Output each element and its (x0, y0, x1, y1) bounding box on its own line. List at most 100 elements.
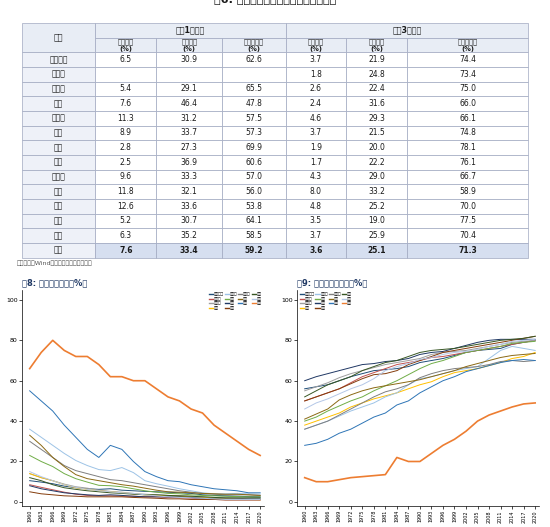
FancyBboxPatch shape (21, 125, 96, 140)
FancyBboxPatch shape (285, 184, 346, 199)
FancyBboxPatch shape (346, 52, 407, 67)
Text: 英国: 英国 (54, 158, 63, 167)
FancyBboxPatch shape (407, 228, 529, 243)
Text: 29.3: 29.3 (368, 114, 385, 123)
FancyBboxPatch shape (222, 140, 285, 155)
Text: 3.7: 3.7 (310, 129, 322, 138)
FancyBboxPatch shape (21, 184, 96, 199)
FancyBboxPatch shape (222, 243, 285, 258)
Text: 工业占比
(%): 工业占比 (%) (181, 38, 197, 52)
Text: 24.8: 24.8 (368, 70, 385, 79)
Text: 73.4: 73.4 (459, 70, 476, 79)
FancyBboxPatch shape (222, 96, 285, 111)
Text: 33.2: 33.2 (368, 187, 385, 196)
FancyBboxPatch shape (285, 125, 346, 140)
Text: 30.9: 30.9 (181, 55, 197, 64)
FancyBboxPatch shape (21, 96, 96, 111)
Text: 瑞典: 瑞典 (54, 231, 63, 240)
Text: 33.7: 33.7 (181, 129, 197, 138)
Text: 农业占比
(%): 农业占比 (%) (308, 38, 324, 52)
Text: 6.5: 6.5 (120, 55, 132, 64)
Text: 64.1: 64.1 (245, 217, 262, 226)
FancyBboxPatch shape (407, 37, 529, 52)
Text: 5.2: 5.2 (120, 217, 132, 226)
Text: 日本: 日本 (54, 187, 63, 196)
Text: 32.1: 32.1 (181, 187, 197, 196)
FancyBboxPatch shape (222, 184, 285, 199)
FancyBboxPatch shape (285, 140, 346, 155)
Text: 70.0: 70.0 (459, 202, 476, 211)
Text: 3.7: 3.7 (310, 231, 322, 240)
FancyBboxPatch shape (96, 125, 156, 140)
FancyBboxPatch shape (222, 67, 285, 82)
FancyBboxPatch shape (96, 228, 156, 243)
FancyBboxPatch shape (156, 199, 222, 213)
Text: 4.3: 4.3 (310, 172, 322, 181)
FancyBboxPatch shape (407, 96, 529, 111)
Text: 19.0: 19.0 (368, 217, 385, 226)
FancyBboxPatch shape (285, 37, 346, 52)
Text: 8.9: 8.9 (120, 129, 132, 138)
FancyBboxPatch shape (346, 243, 407, 258)
Text: 59.2: 59.2 (245, 246, 263, 255)
Text: 1.8: 1.8 (310, 70, 322, 79)
FancyBboxPatch shape (156, 82, 222, 96)
FancyBboxPatch shape (285, 228, 346, 243)
FancyBboxPatch shape (285, 96, 346, 111)
Text: 75.0: 75.0 (459, 84, 476, 93)
Text: 76.1: 76.1 (459, 158, 476, 167)
Text: 2.4: 2.4 (310, 99, 322, 108)
FancyBboxPatch shape (407, 82, 529, 96)
Text: 33.6: 33.6 (181, 202, 197, 211)
FancyBboxPatch shape (21, 23, 96, 52)
FancyBboxPatch shape (407, 155, 529, 170)
FancyBboxPatch shape (346, 37, 407, 52)
Legend: 澳大利亚, 比利时, 加拿大, 德国, 西班牙, 法国, 美国, 英国, 意大利, 日本, 韩国, 荷兰, 瑞典, 中国: 澳大利亚, 比利时, 加拿大, 德国, 西班牙, 法国, 美国, 英国, 意大利… (299, 292, 353, 310)
Text: 达到3万美元: 达到3万美元 (392, 26, 422, 35)
FancyBboxPatch shape (21, 199, 96, 213)
FancyBboxPatch shape (407, 52, 529, 67)
Text: 62.6: 62.6 (245, 55, 262, 64)
FancyBboxPatch shape (96, 155, 156, 170)
Text: 57.3: 57.3 (245, 129, 262, 138)
Text: 西班牙: 西班牙 (52, 114, 65, 123)
FancyBboxPatch shape (407, 199, 529, 213)
Text: 36.9: 36.9 (181, 158, 197, 167)
FancyBboxPatch shape (156, 213, 222, 228)
FancyBboxPatch shape (407, 67, 529, 82)
FancyBboxPatch shape (285, 82, 346, 96)
Text: 美国: 美国 (54, 143, 63, 152)
FancyBboxPatch shape (407, 184, 529, 199)
FancyBboxPatch shape (156, 228, 222, 243)
FancyBboxPatch shape (156, 184, 222, 199)
Text: 11.3: 11.3 (118, 114, 134, 123)
Text: 2.8: 2.8 (120, 143, 132, 152)
Text: 20.0: 20.0 (368, 143, 385, 152)
Text: 农业占比
(%): 农业占比 (%) (118, 38, 134, 52)
FancyBboxPatch shape (285, 67, 346, 82)
FancyBboxPatch shape (156, 52, 222, 67)
FancyBboxPatch shape (346, 170, 407, 184)
FancyBboxPatch shape (346, 82, 407, 96)
FancyBboxPatch shape (285, 23, 529, 37)
Text: 66.0: 66.0 (459, 99, 476, 108)
Text: 29.1: 29.1 (181, 84, 197, 93)
Text: 53.8: 53.8 (245, 202, 262, 211)
Text: 27.3: 27.3 (181, 143, 197, 152)
FancyBboxPatch shape (96, 199, 156, 213)
FancyBboxPatch shape (285, 199, 346, 213)
FancyBboxPatch shape (222, 199, 285, 213)
FancyBboxPatch shape (285, 213, 346, 228)
FancyBboxPatch shape (156, 155, 222, 170)
Text: 3.7: 3.7 (310, 55, 322, 64)
FancyBboxPatch shape (222, 228, 285, 243)
FancyBboxPatch shape (285, 243, 346, 258)
FancyBboxPatch shape (407, 111, 529, 125)
Text: 国家: 国家 (54, 33, 63, 42)
FancyBboxPatch shape (96, 111, 156, 125)
Text: 意大利: 意大利 (52, 172, 65, 181)
FancyBboxPatch shape (96, 52, 156, 67)
Text: 3.5: 3.5 (310, 217, 322, 226)
Text: 74.4: 74.4 (459, 55, 476, 64)
Text: 31.2: 31.2 (181, 114, 197, 123)
